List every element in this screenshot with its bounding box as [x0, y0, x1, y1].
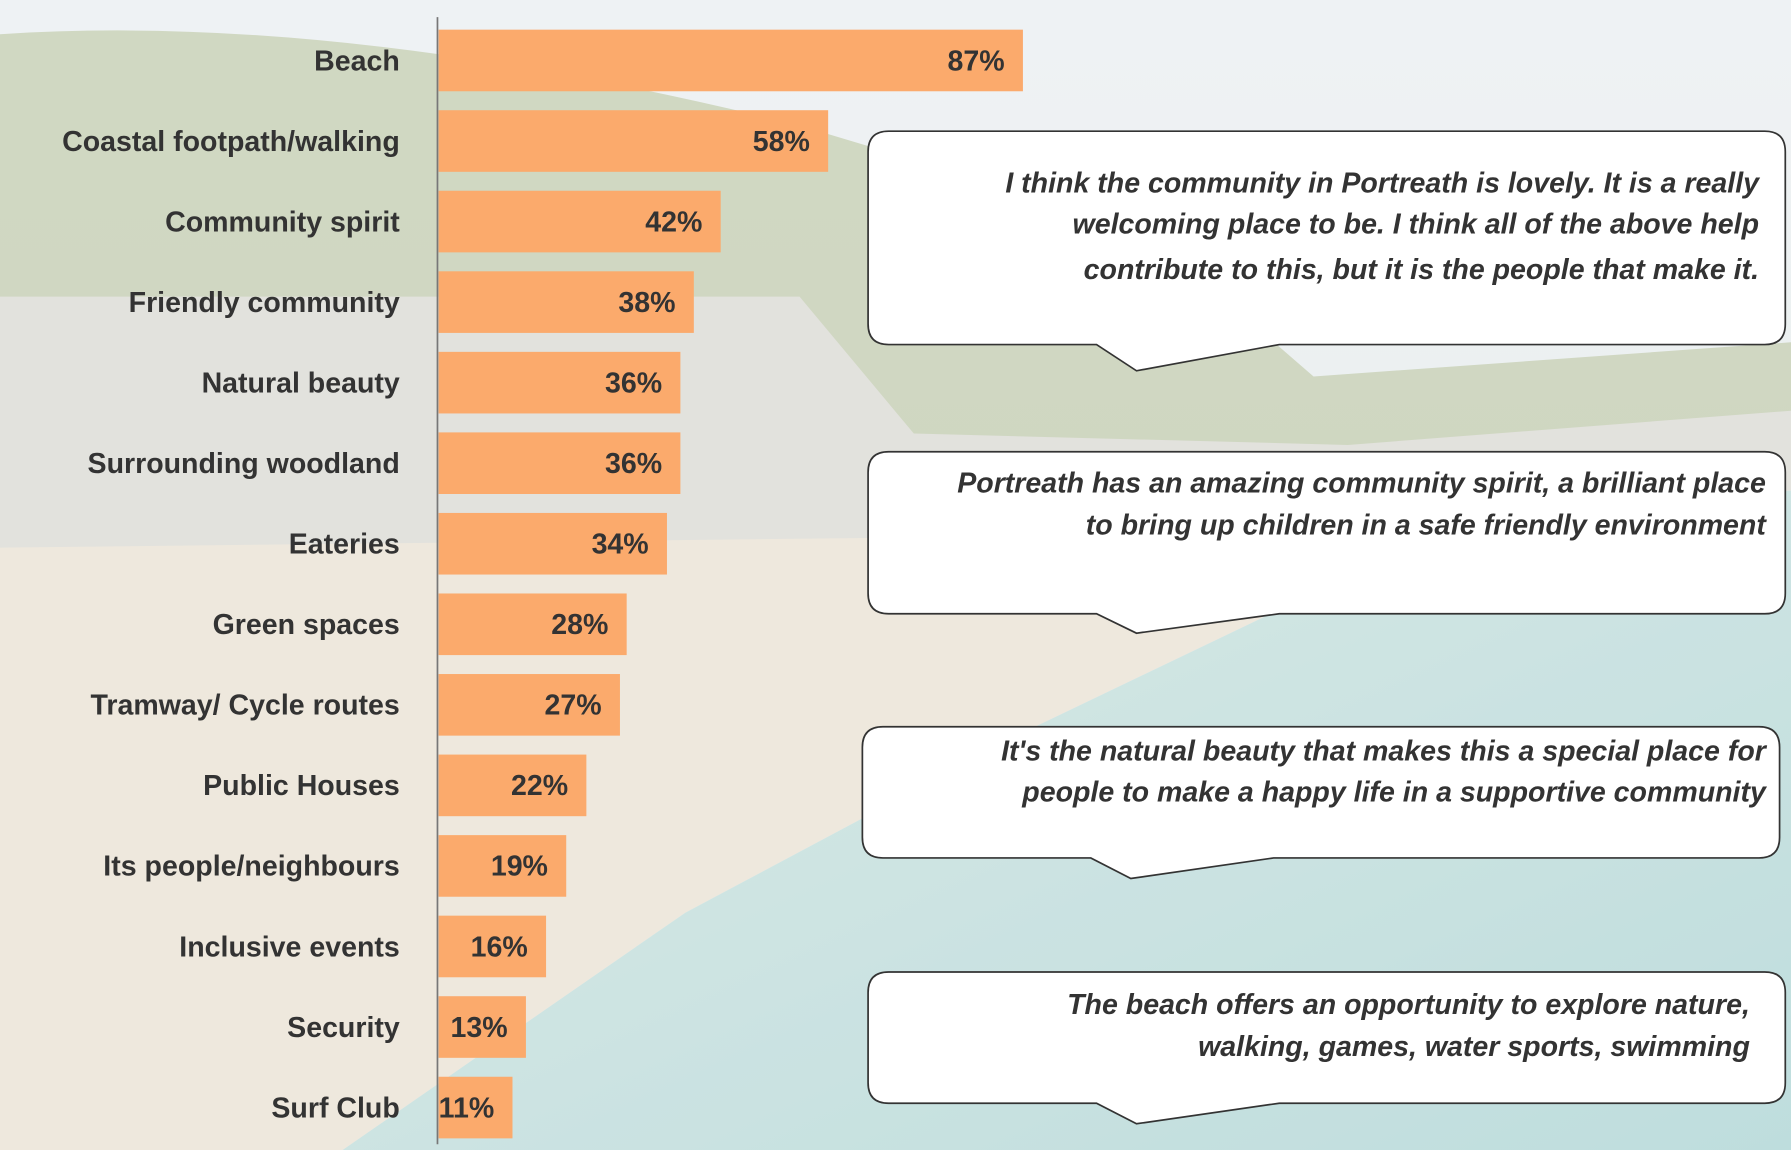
category-label: Surf Club	[271, 1092, 399, 1124]
category-label: Eateries	[289, 529, 400, 561]
value-label: 34%	[592, 529, 649, 561]
quote-text: walking, games, water sports, swimming	[1198, 1031, 1750, 1063]
category-label: Tramway/ Cycle routes	[91, 690, 400, 722]
bar	[439, 30, 1023, 92]
value-label: 87%	[948, 45, 1005, 77]
value-label: 36%	[605, 367, 662, 399]
value-label: 36%	[605, 448, 662, 480]
value-label: 11%	[439, 1092, 495, 1124]
category-label: Beach	[314, 45, 400, 77]
quote-text: people to make a happy life in a support…	[1021, 777, 1768, 809]
category-label: Its people/neighbours	[103, 851, 399, 883]
value-label: 13%	[451, 1012, 508, 1044]
category-label: Coastal footpath/walking	[62, 126, 400, 158]
category-label: Community spirit	[165, 206, 400, 238]
quote-text: Portreath has an amazing community spiri…	[957, 467, 1766, 499]
quote-text: The beach offers an opportunity to explo…	[1067, 989, 1750, 1021]
value-label: 16%	[471, 931, 528, 963]
quote-text: contribute to this, but it is the people…	[1084, 254, 1759, 286]
category-label: Security	[287, 1012, 400, 1044]
value-label: 58%	[753, 126, 810, 158]
value-label: 28%	[551, 609, 608, 641]
quote-text: to bring up children in a safe friendly …	[1086, 510, 1768, 542]
chart: Beach 87% Coastal footpath/walking 58% Commu…	[0, 0, 1791, 1150]
value-label: 19%	[491, 851, 548, 883]
value-label: 42%	[645, 206, 702, 238]
category-label: Inclusive events	[179, 931, 399, 963]
category-label: Public Houses	[203, 770, 400, 802]
quote-text: It's the natural beauty that makes this …	[1001, 736, 1768, 768]
category-label: Green spaces	[213, 609, 400, 641]
value-label: 27%	[545, 690, 602, 722]
value-label: 38%	[618, 287, 675, 319]
value-label: 22%	[511, 770, 568, 802]
quote-text: I think the community in Portreath is lo…	[1005, 167, 1761, 199]
category-label: Surrounding woodland	[88, 448, 400, 480]
category-label: Natural beauty	[202, 367, 400, 399]
category-label: Friendly community	[129, 287, 400, 319]
quote-text: welcoming place to be. I think all of th…	[1073, 208, 1759, 240]
